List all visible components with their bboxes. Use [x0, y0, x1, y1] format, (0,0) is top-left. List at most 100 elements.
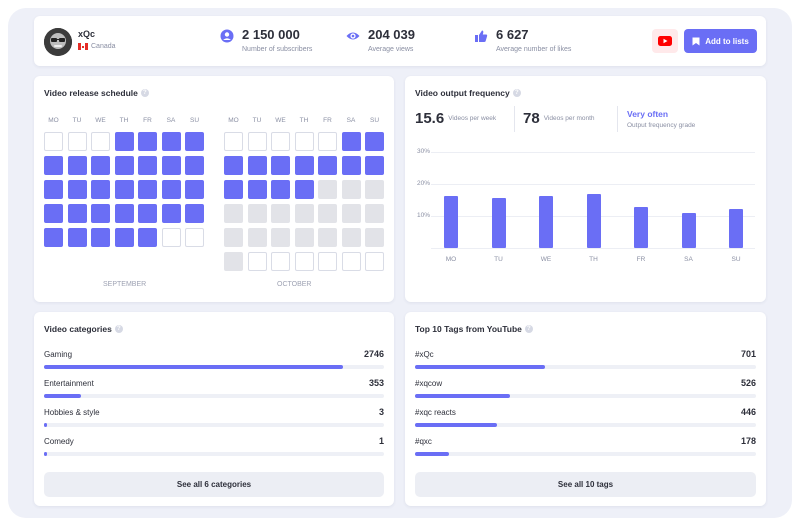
calendar-day-cell[interactable] [271, 180, 290, 199]
calendar-day-cell[interactable] [318, 132, 337, 151]
calendar-day-cell[interactable] [294, 180, 314, 199]
list-item[interactable]: Hobbies & style 3 [44, 407, 384, 432]
calendar-day-cell[interactable] [67, 180, 87, 199]
chart-bar[interactable] [729, 208, 743, 248]
calendar-day-cell[interactable] [294, 156, 314, 175]
calendar-day-cell[interactable] [161, 228, 181, 247]
calendar-day-cell[interactable] [318, 156, 337, 175]
calendar-day-cell[interactable] [365, 252, 384, 271]
calendar-day-cell[interactable] [114, 204, 134, 223]
calendar-day-cell[interactable] [161, 156, 181, 175]
calendar-day-cell[interactable] [67, 204, 87, 223]
calendar-day-cell[interactable] [247, 204, 267, 223]
calendar-day-cell[interactable] [138, 156, 157, 175]
chart-bar[interactable] [539, 195, 553, 248]
calendar-day-cell[interactable] [365, 132, 384, 151]
calendar-day-cell[interactable] [185, 228, 204, 247]
calendar-day-cell[interactable] [294, 132, 314, 151]
calendar-day-cell[interactable] [294, 252, 314, 271]
calendar-day-cell[interactable] [91, 228, 110, 247]
avatar[interactable] [44, 28, 72, 56]
calendar-day-cell[interactable] [294, 228, 314, 247]
calendar-day-cell[interactable] [365, 228, 384, 247]
list-item[interactable]: Gaming 2746 [44, 349, 384, 374]
calendar-day-cell[interactable] [185, 180, 204, 199]
calendar-day-cell[interactable] [224, 228, 243, 247]
list-item[interactable]: #qxc 178 [415, 436, 756, 461]
calendar-day-cell[interactable] [341, 228, 361, 247]
calendar-day-cell[interactable] [247, 180, 267, 199]
calendar-day-cell[interactable] [271, 132, 290, 151]
calendar-day-cell[interactable] [185, 204, 204, 223]
calendar-day-cell[interactable] [185, 156, 204, 175]
help-icon[interactable]: ? [524, 325, 533, 333]
calendar-day-cell[interactable] [247, 156, 267, 175]
calendar-day-cell[interactable] [341, 180, 361, 199]
calendar-day-cell[interactable] [365, 180, 384, 199]
calendar-day-cell[interactable] [91, 132, 110, 151]
calendar-day-cell[interactable] [341, 204, 361, 223]
calendar-day-cell[interactable] [224, 204, 243, 223]
calendar-day-cell[interactable] [318, 180, 337, 199]
calendar-day-cell[interactable] [138, 204, 157, 223]
calendar-day-cell[interactable] [114, 228, 134, 247]
calendar-day-cell[interactable] [318, 204, 337, 223]
calendar-day-cell[interactable] [224, 156, 243, 175]
calendar-day-cell[interactable] [114, 132, 134, 151]
list-item[interactable]: Comedy 1 [44, 436, 384, 461]
calendar-day-cell[interactable] [247, 228, 267, 247]
calendar-day-cell[interactable] [247, 132, 267, 151]
chart-bar[interactable] [634, 207, 648, 248]
calendar-day-cell[interactable] [341, 156, 361, 175]
help-icon[interactable]: ? [512, 89, 521, 97]
list-item[interactable]: #xqcow 526 [415, 378, 756, 403]
calendar-day-cell[interactable] [341, 252, 361, 271]
add-to-lists-button[interactable]: Add to lists [684, 29, 757, 53]
calendar-day-cell[interactable] [91, 156, 110, 175]
calendar-day-cell[interactable] [365, 156, 384, 175]
calendar-day-cell[interactable] [91, 180, 110, 199]
calendar-day-cell[interactable] [44, 156, 63, 175]
calendar-day-cell[interactable] [224, 252, 243, 271]
calendar-day-cell[interactable] [44, 180, 63, 199]
calendar-day-cell[interactable] [185, 132, 204, 151]
calendar-day-cell[interactable] [318, 252, 337, 271]
calendar-day-cell[interactable] [271, 228, 290, 247]
calendar-day-cell[interactable] [247, 252, 267, 271]
calendar-day-cell[interactable] [114, 156, 134, 175]
calendar-day-cell[interactable] [67, 156, 87, 175]
help-icon[interactable]: ? [140, 89, 149, 97]
calendar-day-cell[interactable] [138, 180, 157, 199]
chart-bar[interactable] [586, 194, 601, 248]
see-all-tags-button[interactable]: See all 10 tags [415, 472, 756, 497]
list-item[interactable]: #xqc reacts 446 [415, 407, 756, 432]
calendar-day-cell[interactable] [44, 228, 63, 247]
calendar-day-cell[interactable] [138, 132, 157, 151]
see-all-categories-button[interactable]: See all 6 categories [44, 472, 384, 497]
calendar-day-cell[interactable] [44, 204, 63, 223]
calendar-day-cell[interactable] [365, 204, 384, 223]
calendar-day-cell[interactable] [224, 180, 243, 199]
calendar-day-cell[interactable] [161, 180, 181, 199]
calendar-day-cell[interactable] [318, 228, 337, 247]
chart-bar[interactable] [444, 195, 458, 248]
list-item[interactable]: #xQc 701 [415, 349, 756, 374]
calendar-day-cell[interactable] [271, 252, 290, 271]
chart-bar[interactable] [681, 213, 696, 248]
calendar-day-cell[interactable] [341, 132, 361, 151]
calendar-day-cell[interactable] [138, 228, 157, 247]
calendar-day-cell[interactable] [294, 204, 314, 223]
channel-name[interactable]: xQc [78, 29, 96, 39]
calendar-day-cell[interactable] [114, 180, 134, 199]
help-icon[interactable]: ? [114, 325, 123, 333]
youtube-link-button[interactable] [652, 29, 678, 53]
calendar-day-cell[interactable] [91, 204, 110, 223]
calendar-day-cell[interactable] [161, 132, 181, 151]
calendar-day-cell[interactable] [67, 132, 87, 151]
calendar-day-cell[interactable] [271, 156, 290, 175]
chart-bar[interactable] [491, 198, 506, 248]
calendar-day-cell[interactable] [161, 204, 181, 223]
calendar-day-cell[interactable] [271, 204, 290, 223]
list-item[interactable]: Entertainment 353 [44, 378, 384, 403]
calendar-day-cell[interactable] [44, 132, 63, 151]
